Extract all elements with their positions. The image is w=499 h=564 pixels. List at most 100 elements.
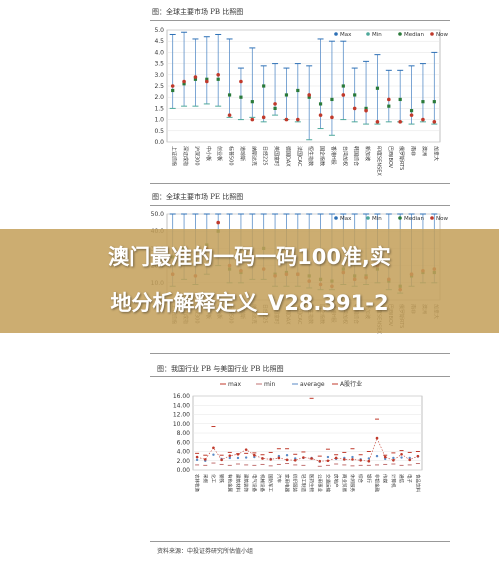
pb-legend-swatch (398, 32, 402, 36)
pb-legend-swatch (366, 32, 370, 36)
pb-now-point (352, 106, 357, 111)
pb-y-tick-label: 1.5 (154, 105, 164, 112)
banner-line-2: 地分析解释定义_V28.391-2 (110, 291, 389, 315)
ind-average-point (277, 454, 281, 458)
pb-x-tick-label: 澳洲 (421, 146, 428, 156)
pb-median-point (364, 106, 368, 110)
banner-line-1: 澳门最准的一码一码100准,实 (108, 245, 391, 269)
ind-x-tick-label: 医药生物 (308, 474, 315, 492)
pb-chart-top-rule (150, 20, 450, 21)
pb-median-point (239, 95, 243, 99)
pb-now-point (182, 79, 186, 84)
ind-x-tick-label: 国防军工 (267, 474, 274, 492)
ind-a-share-point (277, 456, 281, 460)
ind-average-point (408, 456, 411, 460)
pb-legend-label: Median (404, 32, 425, 38)
ind-average-point (228, 456, 232, 460)
pb-median-point (171, 88, 175, 93)
pb-now-point (239, 79, 243, 84)
pb-chart-bottom-rule (150, 183, 450, 184)
pb-y-tick-label: 3.0 (154, 72, 164, 79)
ind-x-tick-label: 非银金融 (374, 474, 381, 492)
pe-legend-swatch (430, 216, 434, 220)
ind-a-share-point (253, 453, 256, 457)
pb-median-point (341, 84, 345, 88)
pb-median-point (421, 100, 425, 104)
ind-a-share-point (212, 446, 215, 450)
industry-chart-bottom-rule (150, 541, 450, 542)
pe-legend-swatch (366, 216, 370, 220)
industry-pb-chart-title: 图：我国行业 PB 与美国行业 PB 比照图 (157, 365, 284, 373)
pb-now-point (205, 79, 209, 84)
ind-a-share-point (408, 458, 412, 462)
ind-average-point (236, 456, 240, 460)
ind-a-share-point (228, 454, 232, 457)
pb-median-point (432, 100, 436, 104)
ind-x-tick-label: 农林牧渔 (194, 474, 201, 492)
ind-average-point (212, 453, 215, 456)
ind-a-share-point (375, 436, 379, 440)
pe-y-tick-label: 50.0 (151, 211, 165, 218)
pb-y-tick-label: 0.0 (154, 139, 164, 146)
ind-x-tick-label: 交通运输 (324, 474, 331, 492)
pb-median-point (307, 95, 311, 99)
pb-x-tick-label: 南非 (410, 146, 417, 156)
pb-now-point (170, 84, 175, 88)
ind-a-share-point (310, 457, 313, 460)
ind-a-share-point (416, 454, 420, 458)
pb-median-point (216, 77, 220, 81)
ind-x-tick-label: 电气设备 (251, 474, 258, 492)
ind-a-share-point (383, 455, 387, 459)
ind-average-point (195, 458, 199, 462)
ind-x-tick-label: 轻工制造 (300, 474, 307, 492)
ind-x-tick-label: 食品饮料 (414, 474, 421, 492)
pb-x-tick-label: 香港H股 (330, 146, 337, 165)
ind-average-point (375, 454, 379, 458)
ind-x-tick-label: 有色金属 (226, 474, 233, 492)
pb-y-tick-label: 1.0 (154, 117, 164, 124)
ind-x-tick-label: 综合 (357, 474, 364, 483)
pb-now-point (341, 93, 346, 97)
ind-a-share-point (285, 458, 289, 462)
pe-chart-title: 图：全球主要市场 PE 比照图 (152, 193, 244, 201)
pb-legend-label: Now (436, 32, 448, 38)
pb-now-point (375, 120, 380, 124)
pb-chart-title: 图：全球主要市场 PB 比照图 (152, 8, 244, 16)
ind-x-tick-label: 传媒 (382, 474, 389, 483)
ind-legend-label: average (300, 381, 325, 388)
pb-median-point (193, 77, 198, 81)
ind-x-tick-label: 汽车 (275, 474, 282, 483)
source-note: 资料来源：中投证券研究所估值小组 (157, 548, 254, 555)
pe-chart-bottom-rule (150, 353, 450, 354)
pb-x-tick-label: 恒生指数 (307, 146, 314, 166)
pb-median-point (182, 82, 186, 86)
pe-legend-label: Now (436, 216, 448, 222)
pb-now-point (216, 73, 220, 77)
ind-a-share-point (367, 459, 371, 463)
ind-average-point (253, 455, 256, 459)
pb-x-tick-label: 印度SENSEX (375, 146, 382, 176)
ind-average-point (326, 455, 330, 459)
ind-y-tick-label: 2.00 (177, 458, 191, 465)
pb-y-tick-label: 3.5 (154, 61, 164, 68)
ind-y-tick-label: 16.00 (173, 393, 190, 400)
ind-x-tick-label: 家用电器 (284, 474, 291, 492)
pb-now-point (432, 120, 437, 124)
ind-a-share-point (351, 458, 354, 461)
pb-now-point (261, 115, 266, 120)
pb-x-tick-label: 新加坡 (364, 146, 371, 161)
ind-a-share-point (400, 452, 403, 456)
pb-legend-swatch (334, 32, 338, 36)
pe-chart-top-rule (150, 205, 450, 206)
pb-now-point (296, 117, 300, 122)
ind-average-point (383, 457, 387, 461)
ind-a-share-point (236, 452, 240, 456)
ind-y-tick-label: 4.00 (177, 449, 191, 456)
pb-y-tick-label: 5.0 (154, 27, 164, 34)
pb-now-point (387, 97, 391, 102)
ind-x-tick-label: 建筑材料 (234, 474, 241, 492)
ind-y-tick-label: 0.00 (177, 467, 191, 474)
